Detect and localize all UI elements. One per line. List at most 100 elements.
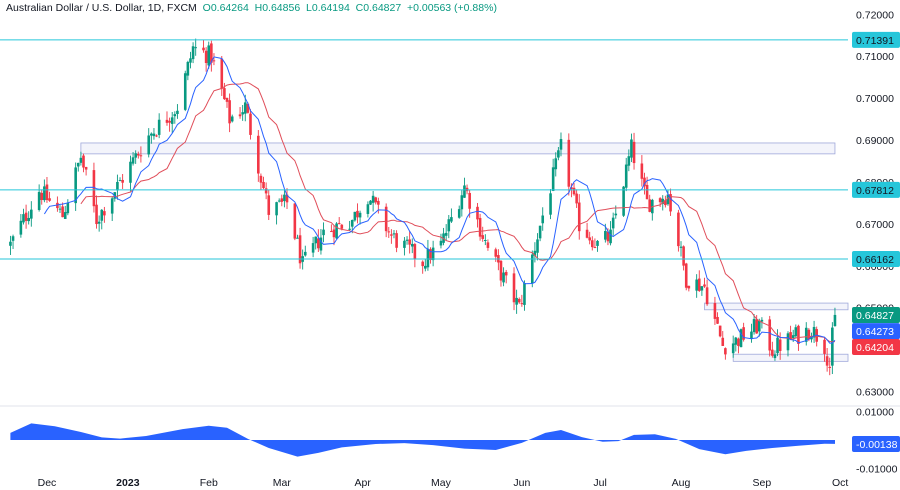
candle-body: [43, 186, 46, 201]
close-value: C0.64827: [355, 2, 402, 14]
candle: [11, 234, 15, 249]
candle-body: [575, 193, 578, 204]
candle-body: [330, 231, 333, 233]
candle: [116, 174, 119, 200]
x-tick-label: Aug: [672, 477, 691, 489]
candle: [559, 132, 563, 157]
candle: [40, 189, 44, 205]
candle: [789, 325, 792, 340]
candle: [476, 202, 479, 228]
price-tag-text: 0.64273: [856, 326, 894, 338]
candle: [494, 247, 498, 262]
candle: [170, 111, 174, 133]
candle: [322, 222, 325, 243]
candle-body: [410, 243, 414, 247]
candle-body: [264, 188, 268, 194]
candle-body: [494, 249, 498, 257]
candle: [204, 47, 208, 72]
candle: [369, 200, 372, 206]
candle: [752, 314, 756, 335]
candle: [804, 322, 808, 346]
candle-body: [74, 167, 77, 204]
candle-body: [481, 235, 485, 239]
candle: [280, 194, 284, 207]
candle: [79, 151, 83, 166]
candle: [484, 234, 487, 246]
candle: [366, 201, 370, 218]
candle: [651, 198, 654, 221]
osc-tag-text: -0.00138: [856, 439, 898, 451]
candle: [95, 195, 98, 229]
candle-body: [773, 354, 777, 359]
candle: [238, 107, 242, 119]
candle-body: [444, 232, 448, 236]
candle-body: [358, 212, 362, 218]
candle-body: [76, 162, 80, 167]
candle: [486, 239, 490, 251]
x-tick-label: Dec: [38, 477, 57, 489]
candle: [773, 350, 777, 361]
candle: [139, 146, 143, 163]
candle: [596, 239, 599, 252]
candle-body: [786, 333, 790, 351]
candle-body: [103, 211, 106, 216]
price-tag: [852, 339, 900, 356]
candle: [303, 245, 307, 257]
candle-body: [58, 208, 62, 210]
candle-body: [257, 135, 260, 174]
candle: [311, 236, 315, 258]
candle: [823, 337, 826, 362]
candle-body: [684, 263, 688, 288]
candle: [358, 210, 362, 225]
candle-body: [293, 203, 297, 239]
candle: [463, 177, 466, 198]
candle-body: [752, 319, 756, 333]
candle: [30, 201, 33, 227]
candle: [136, 151, 140, 159]
candle: [716, 312, 719, 325]
candle-body: [371, 195, 375, 203]
candle-body: [129, 161, 132, 183]
candle: [314, 236, 318, 250]
candle-body: [776, 337, 779, 354]
candle: [771, 341, 774, 358]
candle: [24, 204, 28, 229]
candle-body: [298, 235, 302, 264]
candle: [497, 249, 500, 271]
candle: [37, 184, 41, 212]
candle-body: [9, 241, 12, 246]
candle-body: [789, 332, 792, 340]
candle: [700, 285, 704, 296]
candle: [48, 191, 51, 202]
candle: [504, 269, 508, 284]
candle-body: [549, 193, 552, 215]
candle: [520, 294, 524, 307]
candle-body: [403, 240, 406, 248]
candle-body: [204, 50, 208, 64]
candle: [353, 211, 357, 222]
candle-body: [833, 314, 837, 327]
candle-body: [567, 139, 571, 187]
candle-body: [267, 195, 271, 215]
candle-body: [700, 286, 704, 291]
candle-body: [460, 195, 464, 210]
candle-body: [695, 279, 698, 291]
candle: [557, 147, 560, 161]
candle: [739, 328, 743, 348]
candle: [457, 205, 461, 219]
candle-body: [249, 113, 252, 135]
candle-body: [92, 170, 96, 207]
candle: [624, 157, 628, 192]
candle-body: [588, 237, 591, 241]
low-value: L0.64194: [306, 2, 350, 14]
candle-body: [283, 194, 286, 202]
sr-zone: [704, 302, 849, 311]
candle-body: [478, 217, 482, 237]
candle: [43, 179, 46, 203]
candle-body: [718, 325, 722, 337]
candle: [431, 240, 435, 267]
candle: [664, 195, 667, 208]
candle-body: [238, 114, 242, 117]
candle: [478, 213, 482, 241]
